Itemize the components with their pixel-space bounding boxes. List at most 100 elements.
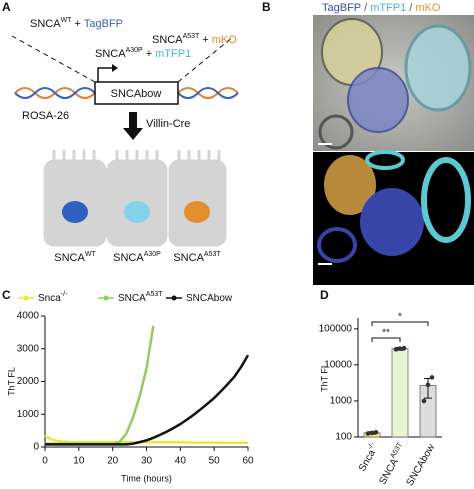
series-line <box>45 354 250 446</box>
y-tick-label: 100 <box>335 432 352 443</box>
significance-label: ** <box>382 328 390 339</box>
x-axis-label: Time (hours) <box>121 473 172 483</box>
data-point <box>373 430 379 435</box>
y-tick-label: 1000 <box>17 409 40 420</box>
image-legend: TagBFP / mTFP1/mKO <box>322 2 441 14</box>
legend-marker <box>171 295 177 301</box>
cells <box>43 149 227 247</box>
promoter-arrow <box>97 67 112 82</box>
series-line <box>45 325 155 445</box>
data-point <box>401 345 407 351</box>
legend-label: SNCAA53T <box>118 291 163 303</box>
panel-b-images <box>313 15 474 285</box>
significance-label: * <box>398 312 402 323</box>
significance-bracket <box>371 337 401 342</box>
cell-label: SNCAWT <box>54 251 96 264</box>
y-tick-label: 4000 <box>17 311 40 322</box>
construct-name: SNCAbow <box>111 88 162 100</box>
promoter-arrowhead <box>112 64 118 72</box>
superscript: WT <box>85 251 97 258</box>
superscript: -/- <box>367 441 377 451</box>
legend-part: / <box>409 2 413 14</box>
organoid <box>421 157 471 243</box>
series-line <box>44 434 248 444</box>
x-tick-label: 0 <box>42 456 48 467</box>
x-tick-label: 20 <box>107 456 119 467</box>
nucleus <box>62 201 88 223</box>
data-point <box>397 346 403 351</box>
data-point <box>429 375 435 380</box>
legend-marker <box>23 295 29 301</box>
text-part: SNCA <box>95 48 126 60</box>
panel-label: C <box>2 288 11 302</box>
axis-line <box>44 316 248 448</box>
x-tick-label: SNCAbow <box>404 442 437 488</box>
y-tick-label: 0 <box>33 442 39 453</box>
text-part: SNCA <box>118 293 146 304</box>
y-axis-label: ThT FL <box>319 363 329 392</box>
text-part: SNCAbow <box>186 293 233 304</box>
microvilli <box>52 149 221 162</box>
organoid <box>317 227 357 263</box>
superscript: -/- <box>61 291 68 298</box>
dna-strand <box>14 87 96 99</box>
text-part: Snca <box>357 448 378 474</box>
legend-part: / <box>364 2 368 14</box>
organoid <box>404 24 472 112</box>
construct-box <box>94 81 179 105</box>
data-point <box>425 382 431 388</box>
bar <box>391 348 409 438</box>
nucleus <box>184 201 210 223</box>
down-arrow <box>123 112 143 140</box>
superscript: A53T <box>390 441 405 460</box>
cell-label: SNCAA30P <box>113 251 161 264</box>
legend-part: mKO <box>415 2 441 14</box>
data-point <box>421 398 427 404</box>
text-part: SNCA <box>113 252 144 264</box>
dashed-guide <box>177 35 235 83</box>
x-tick-label: 50 <box>209 456 221 467</box>
text-part: + <box>202 34 208 46</box>
text-part: SNCA <box>173 252 204 264</box>
text-part: SNCA <box>377 457 401 487</box>
superscript: A53T <box>146 291 163 298</box>
panel-label: B <box>262 0 271 14</box>
panel-a <box>11 35 239 247</box>
organoid <box>347 67 409 133</box>
cell-label: SNCAA53T <box>173 251 221 264</box>
construct-label: SNCAA53T + mKO <box>152 33 237 46</box>
text-part: mTFP1 <box>155 48 191 60</box>
data-point <box>365 431 371 436</box>
nucleus <box>124 201 150 223</box>
driver-label: Villin-Cre <box>146 118 190 130</box>
x-tick-label: 30 <box>141 456 153 467</box>
organoid <box>365 150 405 170</box>
data-point <box>393 347 399 352</box>
y-tick-label: 10000 <box>324 360 352 371</box>
text-part: mKO <box>212 34 238 46</box>
panel-label: A <box>2 0 11 14</box>
y-tick-label: 2000 <box>17 376 40 387</box>
construct-label: SNCAWT + TagBFP <box>30 17 123 30</box>
superscript: A30P <box>144 251 161 258</box>
legend-label: Snca-/- <box>38 291 68 303</box>
text-part: TagBFP <box>84 18 123 30</box>
x-tick-label: SNCAA53T <box>376 441 409 486</box>
legend-label: SNCAbow <box>186 293 233 304</box>
data-point <box>369 430 375 436</box>
dashed-guide <box>11 35 96 83</box>
dna-strand <box>177 87 239 99</box>
legend-marker <box>103 295 109 301</box>
locus-label: ROSA-26 <box>22 110 69 122</box>
construct-label: SNCAA30P + mTFP1 <box>95 47 191 60</box>
organoid <box>318 114 354 150</box>
organoid <box>360 188 424 256</box>
legend-part: mTFP1 <box>370 2 406 14</box>
y-axis-label: ThT FL <box>6 367 16 396</box>
text-part: SNCA <box>30 18 61 30</box>
x-tick-label: Snca-/- <box>356 441 382 473</box>
superscript: WT <box>61 17 73 24</box>
y-tick-label: 100000 <box>319 323 353 334</box>
text-part: + <box>146 48 152 60</box>
